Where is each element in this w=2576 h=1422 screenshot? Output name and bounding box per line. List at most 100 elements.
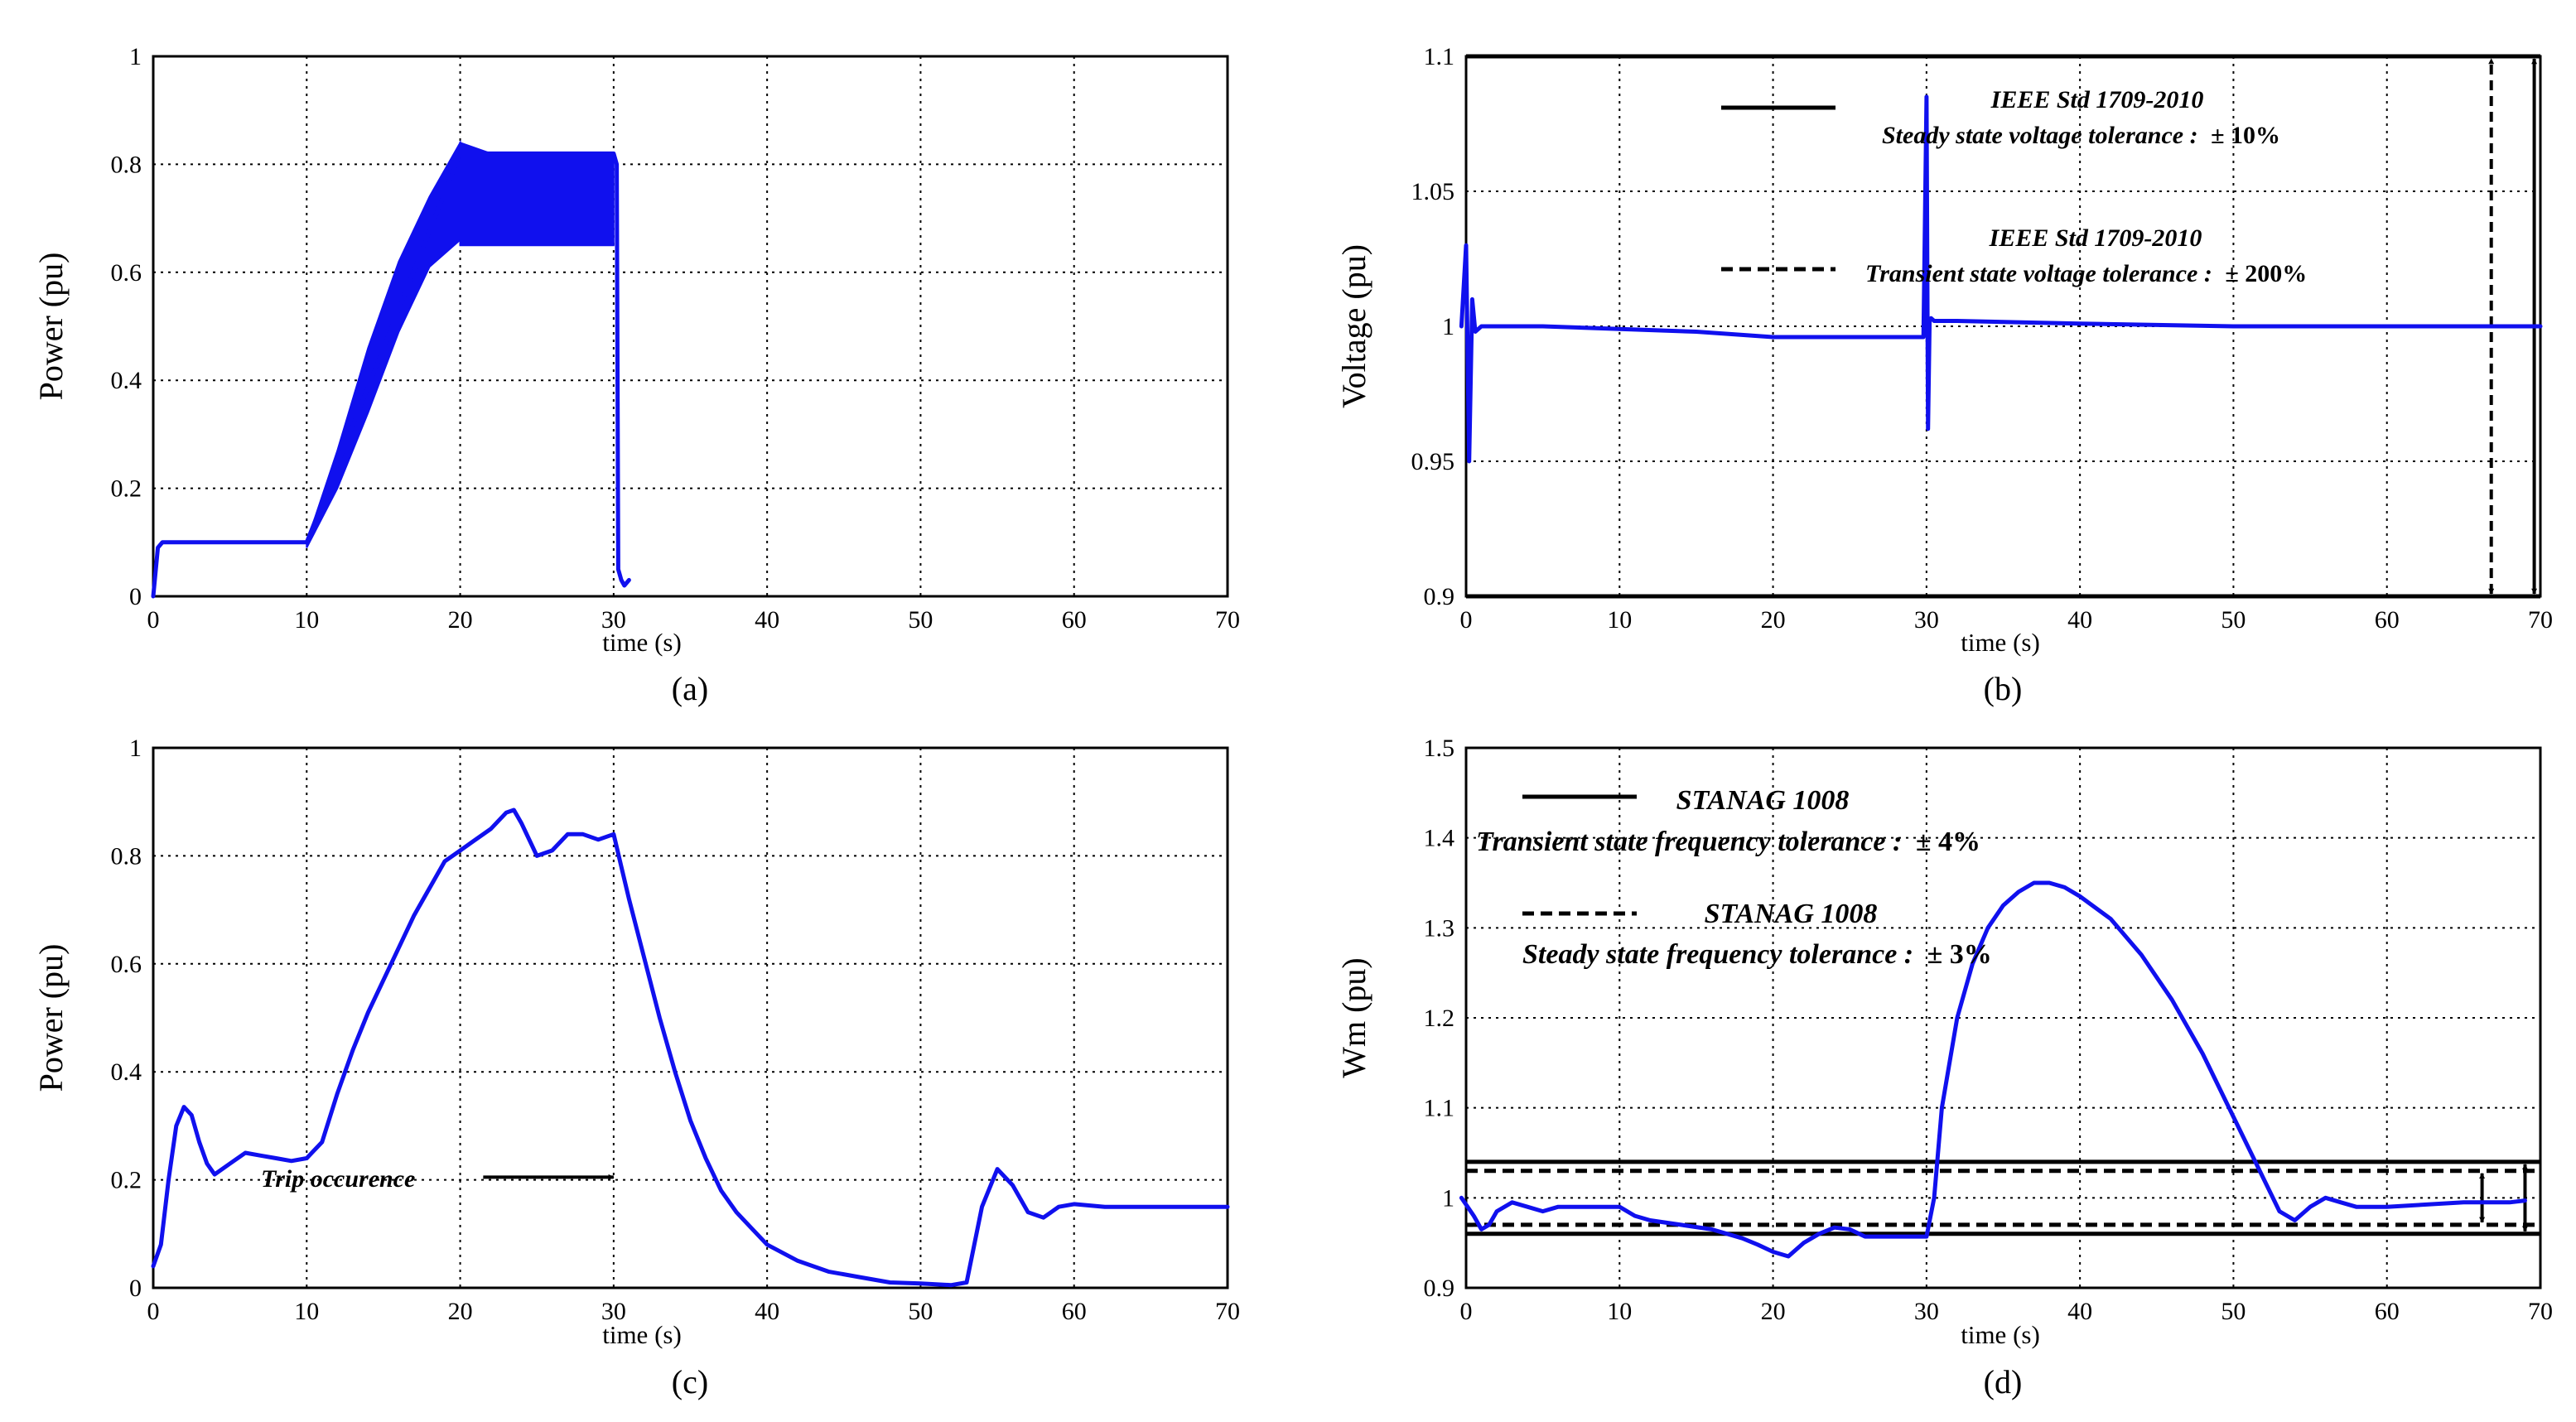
x-tick-label: 60 [1062, 1298, 1087, 1325]
x-tick-label: 0 [1460, 606, 1473, 634]
legend: IEEE Std 1709-2010 Steady state voltage … [1721, 86, 2307, 287]
y-tick-label: 0.6 [111, 259, 142, 287]
chart-panel-d: 0 10 20 30 40 50 60 70 0.9 1 1.1 1.2 1.3 1.4 1.5 Wm (p… [1335, 735, 2553, 1400]
x-tick-label: 10 [1607, 606, 1632, 634]
x-tick-label: 70 [2528, 1298, 2553, 1325]
x-tick-label: 0 [1460, 1298, 1473, 1325]
y-tick-label: 1.05 [1411, 178, 1455, 205]
series [151, 139, 631, 599]
y-tick-label: 0.9 [1424, 583, 1455, 610]
x-tick-label: 20 [1761, 606, 1786, 634]
legend-description: Steady state frequency tolerance : ± 3% [1522, 939, 1992, 970]
x-tick-label: 30 [601, 1298, 626, 1325]
y-tick-label: 0 [129, 583, 142, 610]
x-tick-label: 0 [147, 1298, 160, 1325]
x-axis-label: time (s) [1961, 628, 2040, 657]
legend-standard: STANAG 1008 [1676, 785, 1850, 816]
x-tick-label: 60 [1062, 606, 1087, 634]
x-tick-label: 40 [2067, 1298, 2092, 1325]
x-tick-label: 40 [755, 606, 779, 634]
series [151, 807, 1230, 1288]
y-tick-label: 0.8 [111, 151, 142, 178]
legend-standard: IEEE Std 1709-2010 [1990, 86, 2204, 113]
chart-panel-a: 0 10 20 30 40 50 60 70 0 0.2 0.4 0.6 0.8 1 Power (pu)… [32, 43, 1240, 707]
series-line-voltage [1459, 94, 2543, 464]
panel-label: (c) [672, 1363, 708, 1400]
legend-value: ± 10% [2211, 122, 2280, 149]
overlays [1466, 1159, 2540, 1236]
x-tick-label: 10 [1607, 1298, 1632, 1325]
y-tick-label: 1.1 [1424, 1095, 1455, 1122]
x-tick-label: 20 [448, 606, 473, 634]
panel-label: (a) [672, 670, 708, 707]
tick-labels: 0 10 20 30 40 50 60 70 0 0.2 0.4 0.6 0.8 1 [111, 735, 1241, 1325]
y-tick-label: 1 [1442, 313, 1454, 340]
y-tick-label: 0.95 [1411, 448, 1455, 475]
chart-panel-c: 0 10 20 30 40 50 60 70 0 0.2 0.4 0.6 0.8 1 Power (pu)… [32, 735, 1240, 1400]
panel-label: (b) [1984, 670, 2023, 707]
x-tick-label: 10 [294, 1298, 319, 1325]
series-line-power [151, 807, 1230, 1288]
x-tick-label: 40 [2067, 606, 2092, 634]
annotation-trip-occurence: Trip occurence [261, 1165, 415, 1193]
y-axis-label: Power (pu) [32, 944, 70, 1092]
y-axis-label: Wm (pu) [1335, 957, 1372, 1078]
y-tick-label: 1 [1442, 1184, 1454, 1212]
x-tick-label: 0 [147, 606, 160, 634]
y-tick-label: 0.2 [111, 1167, 142, 1194]
x-tick-label: 50 [908, 1298, 933, 1325]
legend-description-text: Transient state frequency tolerance : [1476, 827, 1902, 857]
legend-description: Steady state voltage tolerance : ± 10% [1882, 122, 2280, 149]
y-axis-label: Power (pu) [32, 253, 70, 401]
plot-area [152, 746, 1229, 1289]
y-tick-label: 0.6 [111, 951, 142, 978]
y-tick-label: 1.3 [1424, 914, 1455, 942]
legend-standard: STANAG 1008 [1705, 899, 1878, 929]
x-tick-label: 50 [2221, 606, 2246, 634]
legend-description-text: Steady state voltage tolerance : [1882, 122, 2198, 149]
y-tick-label: 1.2 [1424, 1005, 1455, 1032]
x-axis-label: time (s) [1961, 1320, 2040, 1349]
x-tick-label: 50 [2221, 1298, 2246, 1325]
y-tick-label: 1.5 [1424, 735, 1455, 762]
y-tick-label: 0.4 [111, 367, 142, 394]
legend-description: Transient state voltage tolerance : ± 20… [1865, 260, 2307, 287]
y-tick-label: 1 [129, 43, 142, 70]
x-axis-label: time (s) [602, 1320, 682, 1349]
legend-value: ± 3% [1927, 939, 1992, 970]
tick-labels: 0 10 20 30 40 50 60 70 0.9 1 1.1 1.2 1.3 1.4 1.5 [1424, 735, 2554, 1325]
legend-value: ± 4% [1916, 827, 1980, 857]
x-tick-label: 70 [1215, 1298, 1240, 1325]
x-tick-label: 50 [908, 606, 933, 634]
legend-description-text: Transient state voltage tolerance : [1865, 260, 2212, 287]
gridlines [1466, 748, 2540, 1288]
y-tick-label: 1.1 [1424, 43, 1455, 70]
x-tick-label: 20 [448, 1298, 473, 1325]
x-tick-label: 60 [2375, 1298, 2400, 1325]
tick-labels: 0 10 20 30 40 50 60 70 0 0.2 0.4 0.6 0.8 1 [111, 43, 1241, 634]
series-line-power [151, 151, 631, 599]
x-tick-label: 30 [601, 606, 626, 634]
panel-label: (d) [1984, 1363, 2023, 1400]
y-tick-label: 0.8 [111, 842, 142, 870]
x-tick-label: 70 [1215, 606, 1240, 634]
y-tick-label: 0.2 [111, 475, 142, 503]
legend-standard: IEEE Std 1709-2010 [1989, 224, 2202, 252]
x-tick-label: 20 [1761, 1298, 1786, 1325]
chart-panel-b: 0 10 20 30 40 50 60 70 0.9 0.95 1 1.05 1.1 Voltage (… [1335, 43, 2553, 707]
x-axis-label: time (s) [602, 628, 682, 657]
x-tick-label: 30 [1914, 606, 1939, 634]
x-tick-label: 10 [294, 606, 319, 634]
series [1459, 94, 2543, 464]
x-tick-label: 30 [1914, 1298, 1939, 1325]
y-tick-label: 1.4 [1424, 825, 1455, 852]
x-tick-label: 60 [2375, 606, 2400, 634]
series-line-wm [1459, 880, 2527, 1259]
legend-description: Transient state frequency tolerance : ± … [1476, 827, 1980, 857]
y-tick-label: 1 [129, 735, 142, 762]
legend-value: ± 200% [2225, 260, 2307, 287]
x-tick-label: 70 [2528, 606, 2553, 634]
series [1459, 880, 2527, 1259]
gridlines [153, 748, 1228, 1288]
